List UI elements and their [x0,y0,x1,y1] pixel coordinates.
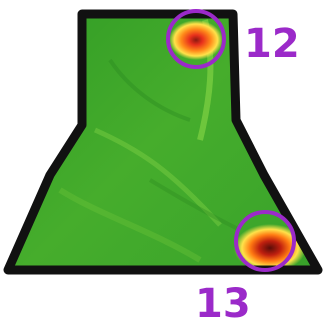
marker-circle-13 [234,210,296,272]
field-outline [3,9,323,275]
marker-circle-12 [166,9,226,69]
hotspot-12 [169,20,223,60]
marker-label-12: 12 [244,21,300,67]
marker-label-13: 13 [195,281,251,327]
